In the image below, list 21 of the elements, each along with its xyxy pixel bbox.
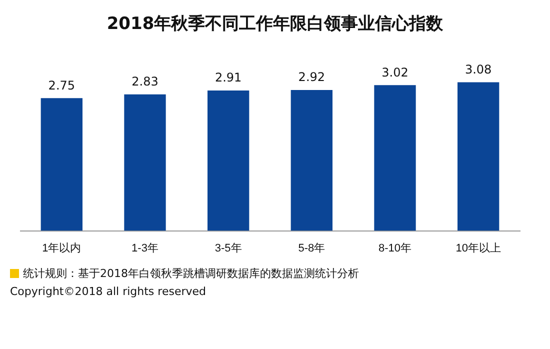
bar [458,82,500,231]
x-tick-label: 8-10年 [378,242,412,254]
text: 统计规则：基于2018年白领秋季跳槽调研数据库的数据监测统计分析 [23,266,359,280]
text: Copyright©2018 all rights reserved [10,284,206,298]
bar [290,90,332,231]
data-label: 2.75 [48,78,76,92]
chart-title: 2018年秋季不同工作年限白领事业信心指数 [106,13,444,35]
x-tick-label: 1年以内 [42,241,82,254]
bar [208,90,250,231]
bar [40,98,82,231]
data-label: 3.02 [382,65,408,80]
x-tick-label: 10年以上 [456,241,501,254]
data-label: 2.92 [298,70,326,84]
data-label: 3.08 [464,62,492,76]
x-tick-label: 5-8年 [298,242,326,254]
bar [374,85,416,231]
bar [124,94,166,231]
x-tick-label: 1-3年 [132,242,158,254]
x-tick-label: 3-5年 [214,242,242,254]
data-label: 2.83 [132,74,158,88]
data-label: 2.91 [214,70,242,85]
